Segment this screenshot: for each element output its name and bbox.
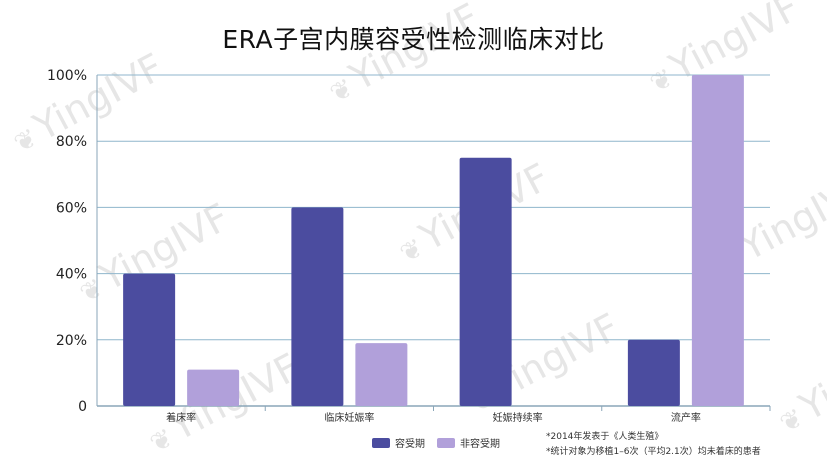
footnote-population: *统计对象为移植1–6次（平均2.1次）均未着床的患者 [546,447,761,457]
legend: 容受期 非容受期 [372,435,500,450]
x-category-label: 流产率 [671,411,701,424]
footnotes: *2014年发表于《人类生殖》 *统计对象为移植1–6次（平均2.1次）均未着床… [546,430,761,460]
legend-item-receptive: 容受期 [372,435,425,450]
bar-non-receptive [187,369,240,406]
x-category-label: 妊娠持续率 [493,411,543,424]
y-tick-label: 40% [56,267,87,283]
bar-non-receptive [355,343,408,406]
bar-receptive [459,157,512,406]
legend-swatch-non-receptive [437,437,455,448]
legend-label-non-receptive: 非容受期 [460,439,500,450]
legend-swatch-receptive [372,437,390,448]
legend-label-receptive: 容受期 [395,439,425,450]
bar-non-receptive [691,75,744,406]
bar-receptive [291,207,344,406]
bar-receptive [627,339,680,406]
y-tick-label: 20% [56,333,87,349]
x-category-label: 着床率 [166,411,196,424]
chart-title: ERA子宫内膜容受性检测临床对比 [222,25,605,54]
y-tick-label: 100% [47,68,87,84]
footnote-source: *2014年发表于《人类生殖》 [546,432,664,442]
bar-receptive [123,273,176,406]
legend-item-non-receptive: 非容受期 [437,435,500,450]
y-tick-label: 60% [56,200,87,216]
y-tick-label: 0 [78,399,87,415]
y-tick-label: 80% [56,134,87,150]
x-category-label: 临床妊娠率 [324,411,374,424]
